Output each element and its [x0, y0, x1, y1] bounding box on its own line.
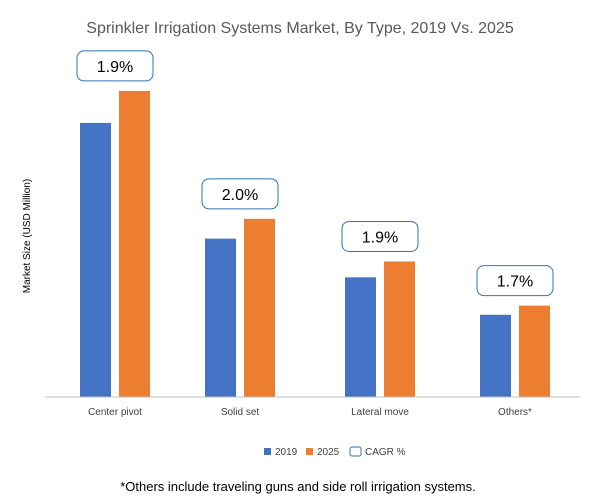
legend: 2019 2025 CAGR %: [264, 446, 406, 458]
footnote: *Others include traveling guns and side …: [120, 479, 476, 494]
legend-swatch-2025: [306, 448, 313, 455]
cagr-label-center-pivot: 1.9%: [97, 59, 133, 76]
x-tick-labels: Center pivot Solid set Lateral move Others*: [88, 407, 532, 418]
x-tick-others: Others*: [498, 407, 532, 418]
x-tick-center-pivot: Center pivot: [88, 407, 142, 418]
cagr-box-others: [476, 265, 554, 297]
cagr-label-lateral-move: 1.9%: [362, 229, 398, 246]
cagr-box-center-pivot: [76, 50, 154, 82]
chart-title: Sprinkler Irrigation Systems Market, By …: [86, 20, 514, 37]
cagr-box-solid-set: [201, 178, 279, 210]
x-tick-solid-set: Solid set: [221, 407, 260, 418]
x-tick-lateral-move: Lateral move: [351, 407, 409, 418]
legend-label-2025: 2025: [317, 447, 340, 458]
legend-swatch-cagr: [349, 446, 362, 457]
bar-2019-solid-set: [205, 238, 236, 397]
y-axis-label: Market Size (USD Million): [22, 179, 33, 293]
cagr-label-solid-set: 2.0%: [222, 187, 258, 204]
legend-label-cagr: CAGR %: [365, 447, 406, 458]
bar-2019-center-pivot: [80, 122, 111, 397]
bar-2025-others: [519, 305, 550, 397]
bar-2025-center-pivot: [119, 90, 150, 397]
cagr-box-lateral-move: [341, 220, 419, 252]
legend-label-2019: 2019: [275, 447, 298, 458]
bar-2019-lateral-move: [345, 277, 376, 397]
bar-2025-lateral-move: [384, 261, 415, 397]
plot-area: 1.9% 2.0% 1.9% 1.7%: [76, 50, 554, 397]
bar-2025-solid-set: [244, 218, 275, 397]
bar-2019-others: [480, 314, 511, 397]
cagr-label-others: 1.7%: [497, 274, 533, 291]
legend-swatch-2019: [264, 448, 271, 455]
